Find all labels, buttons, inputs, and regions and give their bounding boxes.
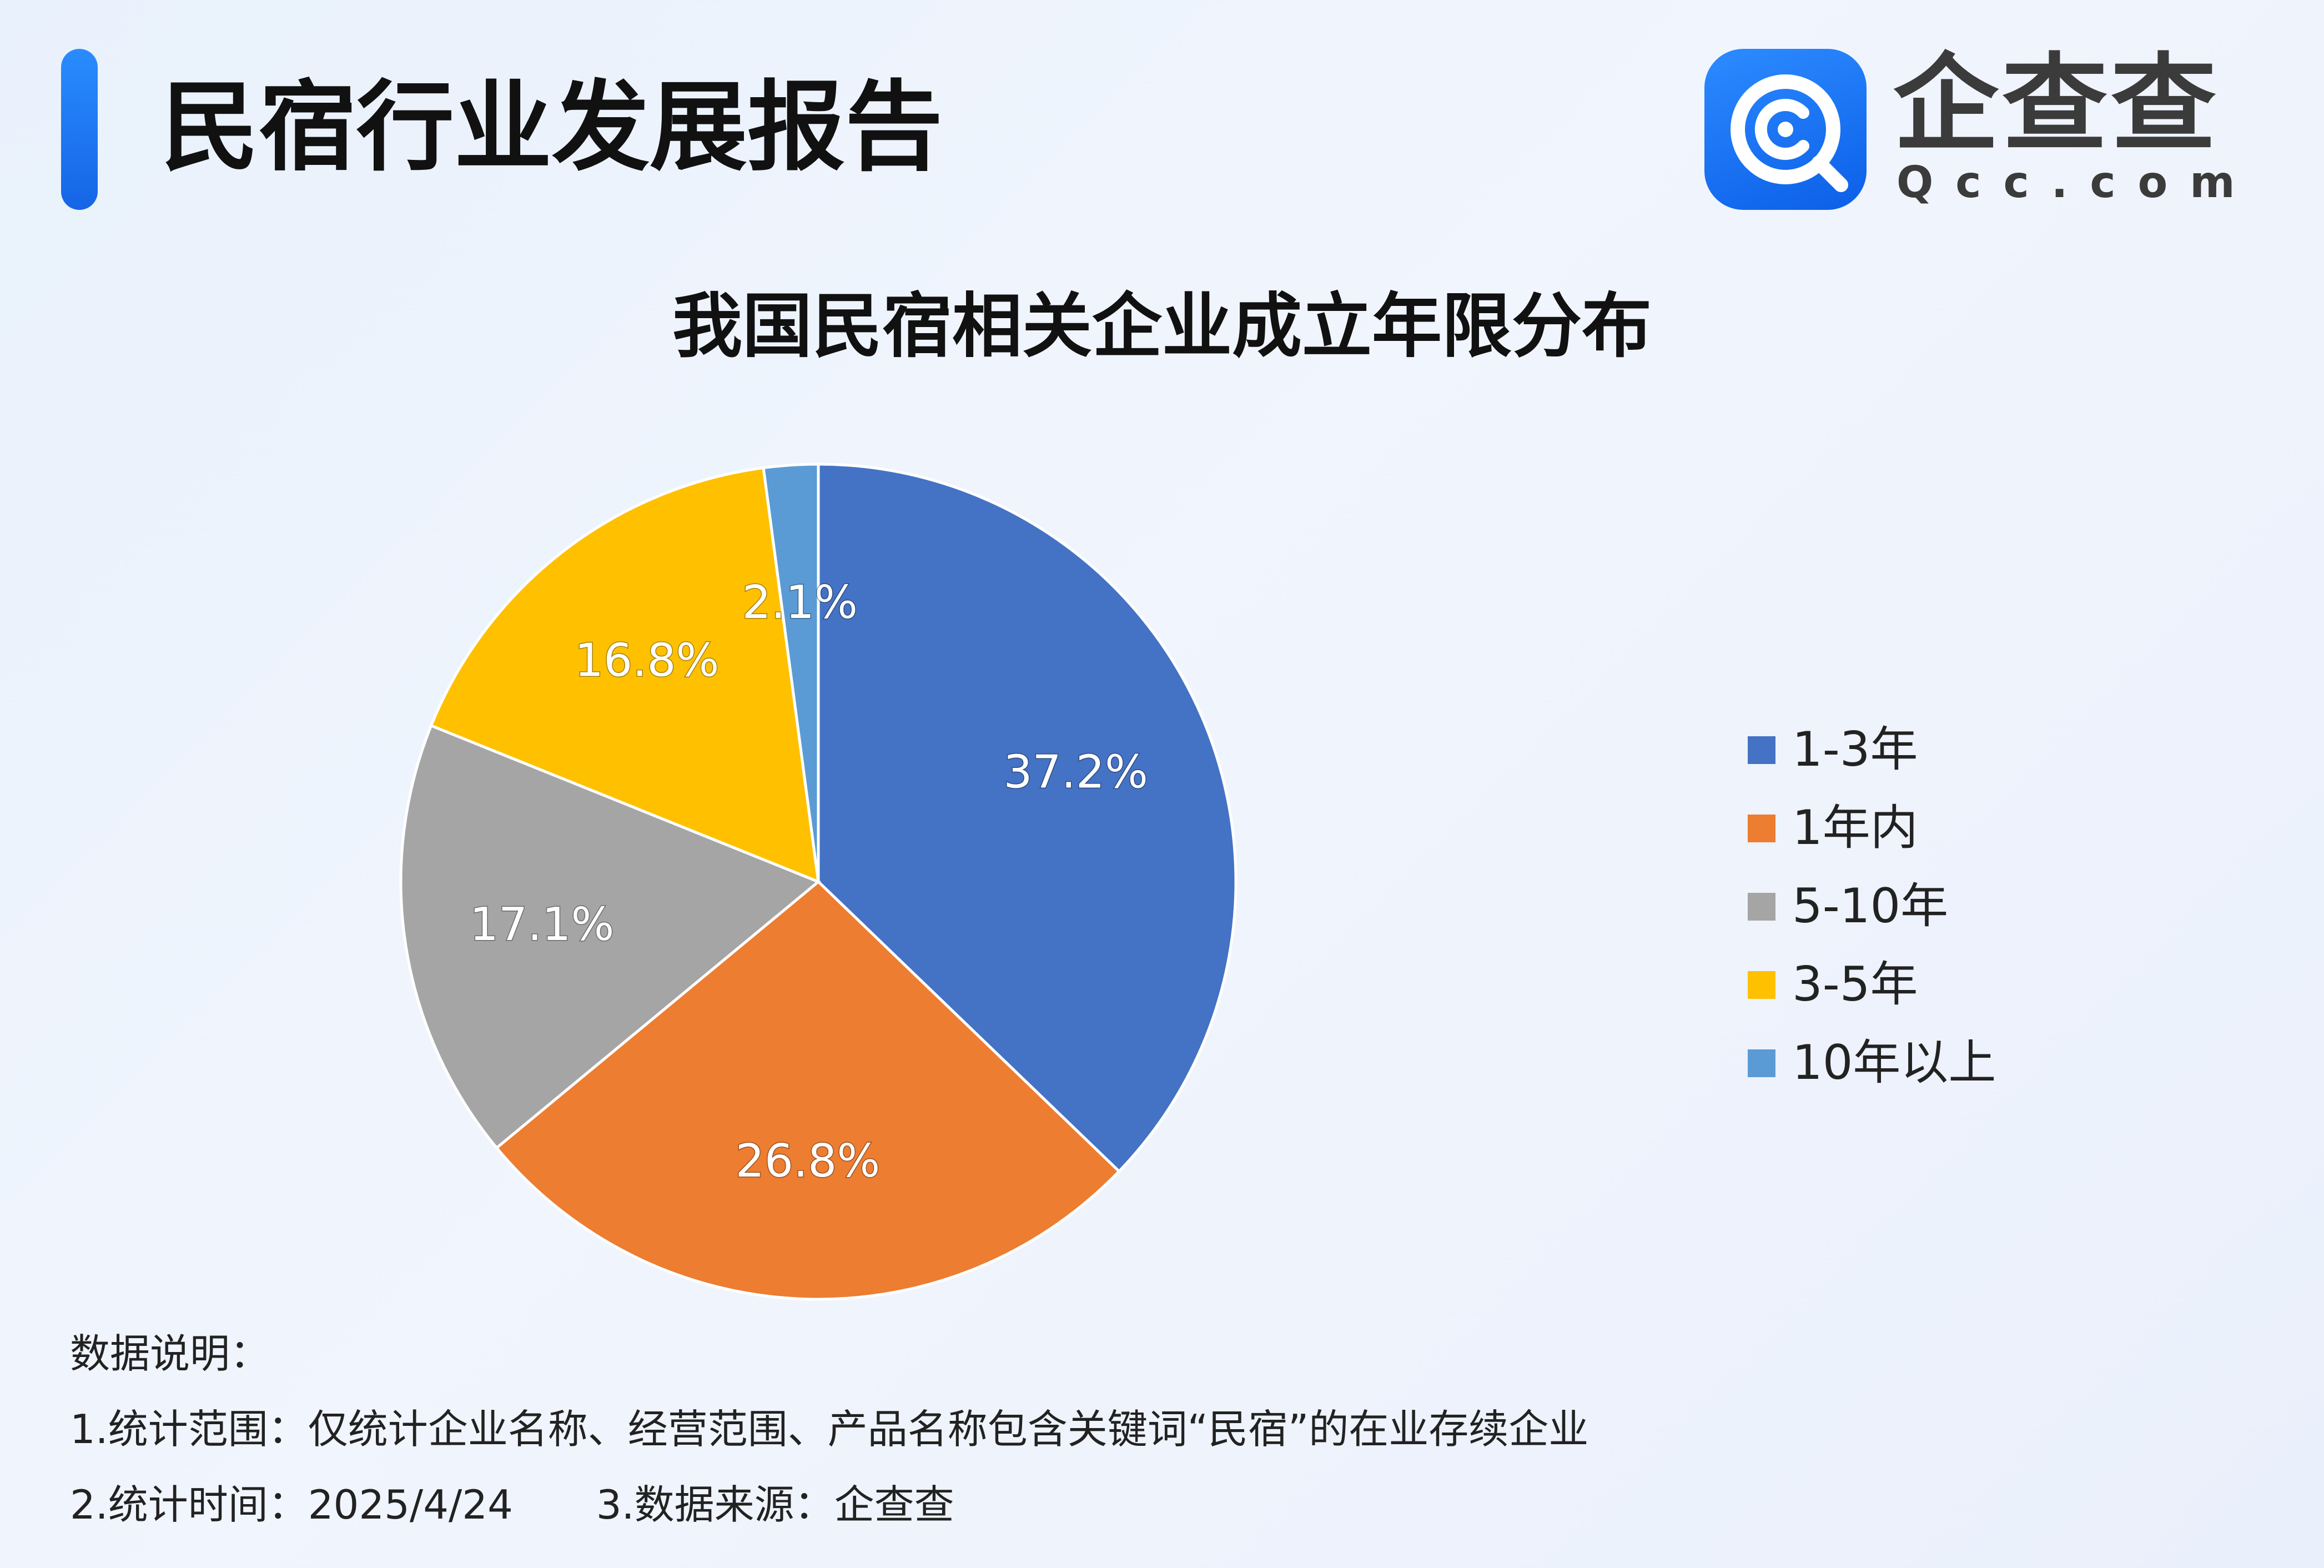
pie-slice-4 — [762, 463, 820, 882]
legend-swatch-3 — [1748, 971, 1775, 999]
qcc-logo: 企查查 Qcc.com — [1704, 49, 2271, 210]
legend-label-0: 1-3年 — [1792, 722, 1918, 777]
notes-source: 3.数据来源：企查查 — [596, 1481, 954, 1528]
qcc-logo-icon — [1704, 49, 1867, 210]
legend-label-4: 10年以上 — [1792, 1035, 1996, 1090]
notes-time: 2.统计时间：2025/4/24 — [70, 1481, 513, 1528]
title-accent-bar — [61, 49, 98, 210]
report-title: 民宿行业发展报告 — [161, 71, 943, 184]
pie-slice-3 — [429, 466, 821, 884]
data-notes: 数据说明： 1.统计范围：仅统计企业名称、经营范围、产品名称包含关键词“民宿”的… — [70, 1316, 1588, 1542]
slice-label-3: 16.8% — [575, 634, 720, 687]
pie-slice-1 — [495, 880, 1121, 1301]
slice-label-2: 17.1% — [470, 898, 615, 951]
slice-label-4: 2.1% — [742, 576, 858, 629]
slice-label-1: 26.8% — [736, 1135, 881, 1188]
legend-swatch-1 — [1748, 815, 1775, 842]
legend-label-3: 3-5年 — [1792, 957, 1918, 1012]
notes-scope: 1.统计范围：仅统计企业名称、经营范围、产品名称包含关键词“民宿”的在业存续企业 — [70, 1406, 1589, 1453]
qcc-logo-domain: Qcc.com — [1897, 158, 2257, 208]
notes-heading: 数据说明： — [70, 1330, 270, 1377]
notes-time-source: 2.统计时间：2025/4/24 3.数据来源：企查查 — [70, 1467, 1588, 1542]
legend-label-2: 5-10年 — [1792, 878, 1949, 934]
slice-label-0: 37.2% — [1003, 746, 1148, 798]
pie-slice-2 — [399, 723, 821, 1150]
qcc-logo-text: 企查查 — [1893, 43, 2220, 165]
legend-label-1: 1年内 — [1792, 800, 1918, 856]
legend-swatch-4 — [1748, 1049, 1775, 1077]
legend-swatch-0 — [1748, 736, 1775, 764]
pie-slice-0 — [817, 463, 1238, 1174]
chart-title: 我国民宿相关企业成立年限分布 — [672, 285, 1652, 367]
legend-swatch-2 — [1748, 893, 1775, 921]
